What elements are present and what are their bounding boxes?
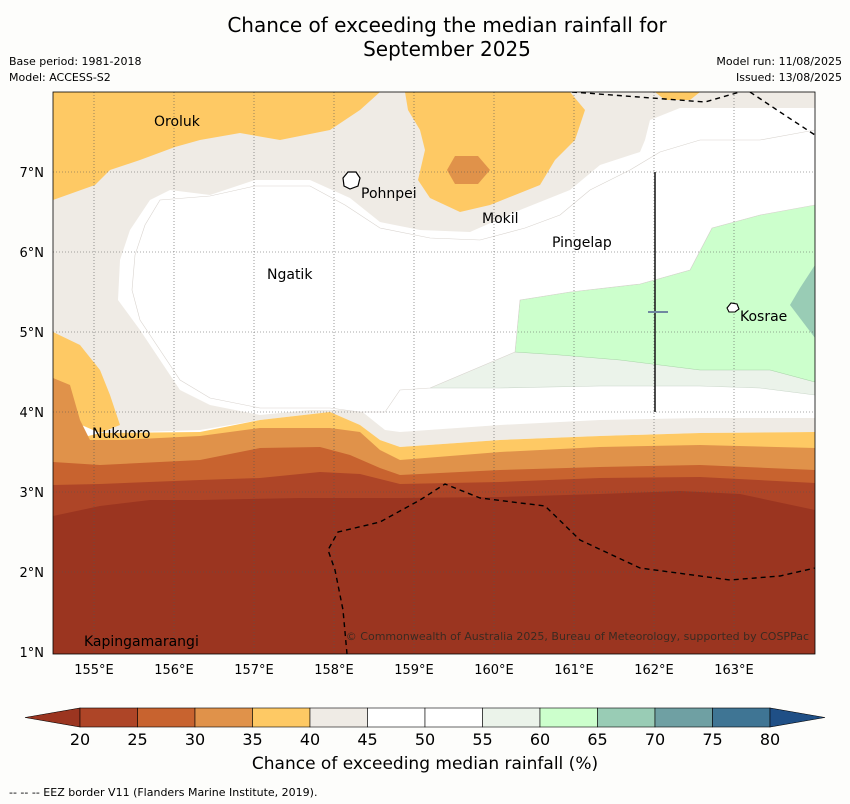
place-pingelap: Pingelap: [552, 235, 612, 251]
colorbar-segment: [539, 707, 598, 728]
lon-label: 160°E: [474, 663, 514, 678]
region-50-55-interior: [131, 129, 815, 413]
colorbar-tick-label: 35: [242, 730, 262, 749]
colorbar-tick-label: 25: [127, 730, 147, 749]
lat-label: 5°N: [20, 326, 45, 341]
model-run: Model run: 11/08/2025: [716, 55, 842, 68]
lat-label: 7°N: [20, 166, 45, 181]
colorbar-tick-label: 60: [530, 730, 550, 749]
lon-label: 159°E: [394, 663, 434, 678]
lon-label: 157°E: [234, 663, 274, 678]
legend-title: Chance of exceeding median rainfall (%): [251, 754, 599, 774]
region-35-40-small: [655, 92, 700, 100]
colorbar-tick-label: 75: [702, 730, 722, 749]
place-kapingamarangi: Kapingamarangi: [84, 634, 199, 650]
colorbar-segment: [654, 707, 713, 728]
meta-left: Base period: 1981-2018 Model: ACCESS-S2: [9, 54, 141, 86]
colorbar-segment: [79, 707, 138, 728]
meta-right: Model run: 11/08/2025 Issued: 13/08/2025: [716, 54, 842, 86]
colorbar-tick-label: 40: [300, 730, 320, 749]
model-name: Model: ACCESS-S2: [9, 71, 111, 84]
place-mokil: Mokil: [482, 211, 519, 227]
colorbar-segment: [597, 707, 656, 728]
graticule: [53, 92, 815, 654]
place-ngatik: Ngatik: [267, 267, 313, 283]
colorbar-tick-label: 20: [70, 730, 90, 749]
lat-label: 6°N: [20, 246, 45, 261]
colorbar-segment: [482, 707, 541, 728]
region-below-20: [53, 491, 815, 654]
copyright-notice: © Commonwealth of Australia 2025, Bureau…: [346, 630, 809, 643]
lon-label: 158°E: [314, 663, 354, 678]
colorbar-segment: [252, 707, 311, 728]
colorbar-tick-label: 70: [645, 730, 665, 749]
place-nukuoro: Nukuoro: [92, 426, 150, 442]
eez-border: [327, 92, 815, 654]
lon-label: 155°E: [74, 663, 114, 678]
eez-footnote: -- -- -- EEZ border V11 (Flanders Marine…: [9, 786, 318, 799]
kosrae-island-icon: [726, 302, 740, 313]
lon-label: 156°E: [154, 663, 194, 678]
rainfall-contours: [53, 92, 815, 654]
region-30-35-spot: [447, 156, 490, 184]
colorbar-under-arrow: [24, 707, 81, 728]
region-35-40-north: [405, 92, 585, 212]
region-40-45-upper: [53, 92, 815, 447]
lon-label: 163°E: [714, 663, 754, 678]
colorbar-segment: [194, 707, 253, 728]
colorbar-tick-label: 50: [415, 730, 435, 749]
title-line-2: September 2025: [363, 37, 531, 61]
colorbar-tick-label: 65: [587, 730, 607, 749]
colorbar-segment: [712, 707, 771, 728]
colorbar-segment: [137, 707, 196, 728]
colorbar-segment: [367, 707, 426, 728]
colorbar-tick-label: 55: [472, 730, 492, 749]
colorbar-segment: [424, 707, 483, 728]
place-oroluk: Oroluk: [154, 114, 201, 130]
lat-label: 1°N: [20, 646, 45, 661]
map-title: Chance of exceeding the median rainfall …: [0, 13, 850, 61]
map-figure: Oroluk Pohnpei Mokil Pingelap Ngatik Kos…: [20, 91, 826, 749]
colorbar-tick-label: 45: [357, 730, 377, 749]
colorbar-over-arrow: [769, 707, 826, 728]
lon-label: 161°E: [554, 663, 594, 678]
colorbar-tick-label: 30: [185, 730, 205, 749]
base-period: Base period: 1981-2018: [9, 55, 142, 68]
pohnpei-island-icon: [342, 171, 361, 190]
title-line-1: Chance of exceeding the median rainfall …: [227, 13, 667, 37]
colorbar: 20 25 30 35 40 45 50 55 60 65 70 75 80: [24, 707, 826, 749]
region-35-40-northwest: [53, 92, 380, 200]
region-65-70: [790, 265, 815, 338]
lon-label: 162°E: [634, 663, 674, 678]
colorbar-tick-label: 80: [760, 730, 780, 749]
place-kosrae: Kosrae: [740, 309, 787, 325]
lat-label: 4°N: [20, 406, 45, 421]
lat-label: 3°N: [20, 486, 45, 501]
colorbar-segment: [309, 707, 368, 728]
issued-date: Issued: 13/08/2025: [735, 71, 842, 84]
lat-label: 2°N: [20, 566, 45, 581]
map-frame: [52, 91, 816, 655]
place-pohnpei: Pohnpei: [361, 186, 417, 202]
